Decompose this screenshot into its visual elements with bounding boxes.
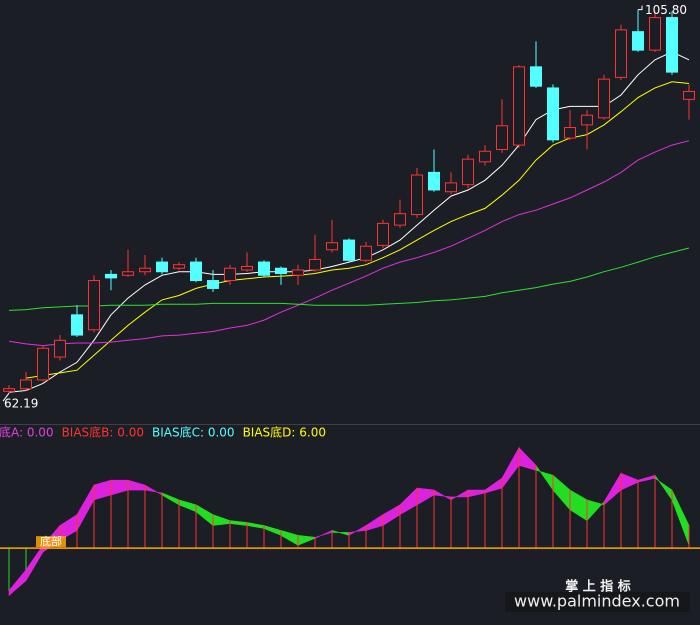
- candle-body: [190, 261, 202, 282]
- candle-body: [207, 280, 219, 289]
- candle-body: [530, 66, 542, 87]
- watermark-url: www.palmindex.com: [514, 592, 680, 611]
- ma-line: [25, 81, 690, 379]
- candle-body: [513, 66, 525, 146]
- ma-line: [8, 140, 690, 347]
- candle-body: [258, 261, 270, 276]
- candle-body: [581, 114, 593, 126]
- high-label: 105.80: [645, 3, 687, 17]
- candle-body: [411, 174, 423, 216]
- candle-body: [139, 267, 151, 273]
- candle-body: [683, 90, 695, 100]
- candle-body: [564, 127, 576, 139]
- candle-body: [105, 273, 117, 279]
- candle-body: [598, 78, 610, 119]
- low-label: 62.19: [4, 397, 38, 411]
- candle-body: [156, 261, 168, 273]
- candle-body: [54, 339, 66, 358]
- candle-body: [394, 213, 406, 226]
- candle-body: [71, 314, 83, 336]
- ma-line: [8, 51, 690, 393]
- candle-body: [343, 239, 355, 261]
- candle-body: [309, 258, 321, 271]
- candle-body: [649, 17, 661, 51]
- candle-body: [479, 150, 491, 163]
- high-pointer: [638, 5, 643, 11]
- candle-body: [547, 87, 559, 141]
- price-panel: 105.80 62.19: [2, 3, 695, 411]
- candle-body: [632, 31, 644, 51]
- watermark-title: 掌 上 指 标: [565, 579, 631, 595]
- watermark-bg: [505, 592, 690, 612]
- candle-body: [173, 264, 185, 269]
- candle-body: [275, 267, 287, 274]
- candle-body: [224, 267, 236, 282]
- candle-body: [496, 125, 508, 151]
- legend-entry: 底A: 0.00: [0, 425, 54, 440]
- candle-body: [3, 388, 15, 392]
- candle-body: [241, 265, 253, 271]
- legend-entry: BIAS底C: 0.00: [152, 425, 235, 440]
- candle-body: [666, 17, 678, 73]
- ma-line: [8, 247, 690, 311]
- candle-body: [122, 271, 134, 276]
- candle-body: [292, 269, 304, 276]
- legend-entry: BIAS底B: 0.00: [62, 425, 144, 440]
- legend-entry: BIAS底D: 6.00: [243, 425, 326, 440]
- candle-body: [20, 379, 32, 390]
- candle-body: [445, 182, 457, 193]
- candle-body: [88, 280, 100, 331]
- candle-body: [37, 347, 49, 381]
- candle-body: [360, 245, 372, 261]
- annotation: 底部: [40, 534, 62, 548]
- candle-body: [326, 242, 338, 251]
- indicator-panel: 底部 底A: 0.00 BIAS底B: 0.00 BIAS底C: 0.00 BIAS底D…: [0, 425, 700, 597]
- candle-body: [428, 171, 440, 191]
- candle-body: [462, 158, 474, 186]
- annotation-bg: [36, 536, 66, 548]
- candle-body: [615, 29, 627, 78]
- candle-body: [377, 222, 389, 246]
- low-pointer: [2, 392, 10, 402]
